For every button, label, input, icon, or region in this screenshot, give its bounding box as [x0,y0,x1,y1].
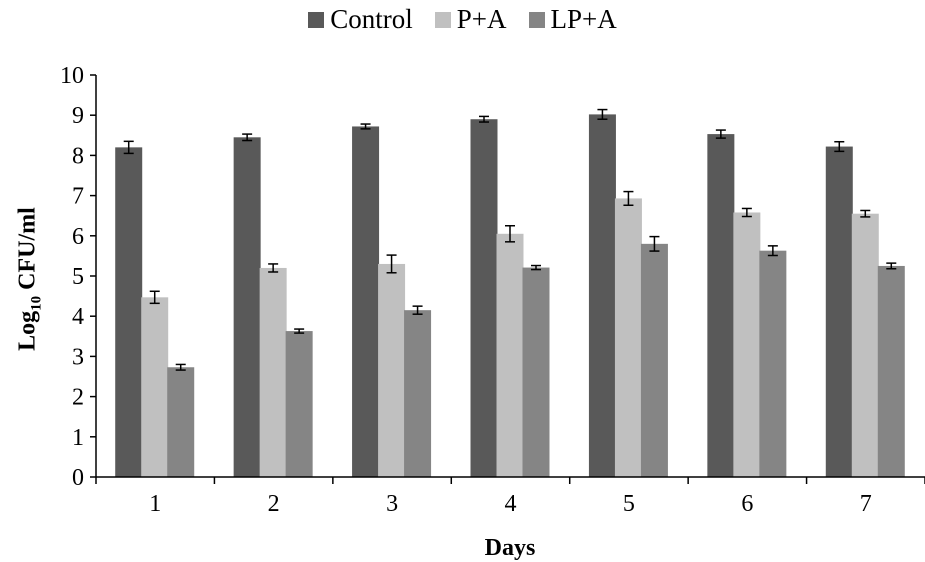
y-tick-label: 2 [72,385,84,411]
y-tick-label: 10 [60,63,84,89]
bar-p-a-day-6 [733,212,761,477]
legend-swatch-p-a [434,11,451,28]
y-tick-label: 4 [72,304,84,330]
legend-item-control: Control [308,4,413,35]
bar-lp-a-day-2 [285,331,313,477]
legend-swatch-control [308,11,325,28]
y-tick-label: 9 [72,103,84,129]
bar-lp-a-day-4 [522,267,550,477]
legend-item-lp-a: LP+A [528,4,617,35]
y-tick-label: 0 [72,465,84,491]
bar-lp-a-day-1 [167,367,195,477]
bar-lp-a-day-3 [404,310,432,477]
bar-p-a-day-1 [141,297,169,477]
y-tick-label: 7 [72,184,84,210]
bar-lp-a-day-7 [877,265,905,477]
x-tick-label: 3 [386,491,398,517]
bar-control-day-1 [115,147,143,478]
bar-p-a-day-5 [614,198,642,477]
y-tick-label: 3 [72,344,84,370]
x-tick-label: 5 [623,491,635,517]
x-tick-label: 2 [268,491,280,517]
x-axis-label: Days [484,535,536,561]
y-tick-label: 6 [72,224,84,250]
bar-control-day-5 [588,114,616,478]
legend-item-p-a: P+A [434,4,507,35]
bar-lp-a-day-6 [759,250,787,477]
bar-control-day-3 [352,126,380,478]
legend-label-p-a: P+A [456,4,507,34]
bar-control-day-4 [470,119,498,477]
bar-p-a-day-2 [259,267,287,477]
bar-lp-a-day-5 [640,243,668,477]
y-tick-label: 5 [72,264,84,290]
legend-label-lp-a: LP+A [550,4,617,34]
x-tick-label: 1 [149,491,161,517]
y-tick-label: 8 [72,143,84,169]
bar-control-day-6 [707,134,735,477]
x-tick-label: 6 [741,491,753,517]
y-tick-label: 1 [72,425,84,451]
legend: Control P+A LP+A [0,4,925,35]
bar-control-day-2 [233,137,261,477]
x-tick-label: 7 [860,491,872,517]
bar-p-a-day-7 [851,213,879,477]
legend-swatch-lp-a [528,11,545,28]
bar-p-a-day-4 [496,233,524,477]
bar-control-day-7 [825,146,853,477]
x-tick-label: 4 [505,491,517,517]
bar-p-a-day-3 [378,263,406,477]
legend-label-control: Control [330,4,413,34]
